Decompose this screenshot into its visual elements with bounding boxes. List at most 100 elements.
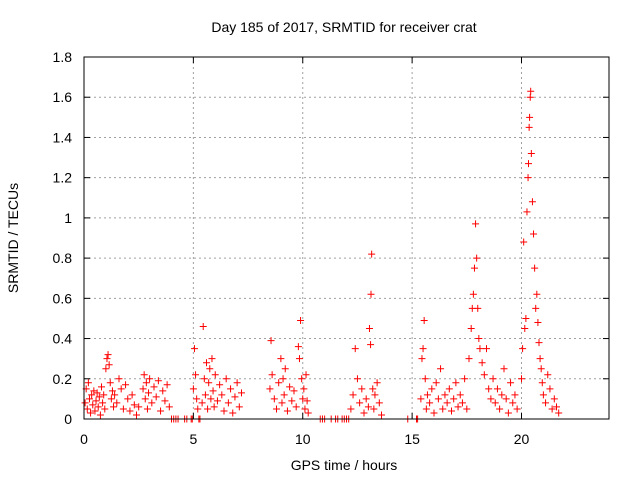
data-point (103, 355, 111, 363)
data-point (373, 379, 381, 387)
data-point (130, 401, 138, 409)
data-point (199, 322, 207, 330)
data-point (378, 411, 385, 419)
data-point (83, 405, 91, 413)
y-tick-label: 1 (64, 210, 72, 226)
data-point (351, 345, 359, 353)
data-point (81, 399, 89, 407)
data-point (443, 399, 451, 407)
y-tick-label: 1.2 (53, 170, 73, 186)
data-point (303, 397, 311, 405)
data-point (472, 220, 480, 228)
data-point (536, 355, 544, 363)
data-point (218, 391, 226, 399)
data-point (475, 335, 483, 343)
data-point (96, 411, 104, 419)
data-point (300, 385, 308, 393)
data-point (525, 160, 532, 168)
data-point (356, 399, 364, 407)
data-point (94, 403, 102, 411)
data-point (463, 405, 471, 413)
data-point (522, 314, 530, 322)
data-point (523, 208, 531, 216)
data-point (209, 387, 217, 395)
data-point (500, 365, 508, 373)
data-point (539, 391, 547, 399)
data-point (538, 379, 546, 387)
x-tick-labels: 0 5 10 15 20 (80, 431, 529, 447)
data-point (98, 383, 105, 391)
data-point (530, 230, 538, 238)
data-point (190, 345, 198, 353)
data-point (142, 379, 150, 387)
data-point (110, 403, 118, 411)
data-point (161, 397, 169, 405)
data-point (524, 174, 532, 182)
data-point (91, 407, 99, 415)
data-point (139, 385, 147, 393)
y-axis-label: SRMTID / TECUs (5, 183, 21, 293)
data-point (369, 385, 377, 393)
data-point (84, 379, 92, 387)
data-point (502, 395, 510, 403)
data-point (297, 316, 305, 324)
data-point (498, 391, 506, 399)
x-tick-label: 0 (80, 431, 88, 447)
data-point (140, 371, 148, 379)
data-point (371, 391, 379, 399)
data-point (302, 371, 310, 379)
data-point (362, 395, 370, 403)
data-point (198, 399, 206, 407)
data-point (286, 383, 294, 391)
data-point (461, 375, 469, 383)
data-point (111, 391, 119, 399)
data-point (119, 405, 127, 413)
data-point (519, 345, 527, 353)
data-points (81, 87, 563, 423)
data-point (537, 365, 545, 373)
data-point (235, 403, 243, 411)
y-tick-label: 1.6 (53, 89, 73, 105)
data-point (189, 385, 197, 393)
data-point (277, 355, 285, 363)
data-point (224, 399, 232, 407)
data-point (279, 375, 287, 383)
data-point (456, 391, 464, 399)
data-point (439, 405, 447, 413)
data-point (535, 339, 543, 347)
data-point (527, 87, 535, 95)
data-point (85, 395, 93, 403)
data-point (454, 403, 462, 411)
chart-title: Day 185 of 2017, SRMTID for receiver cra… (211, 19, 476, 35)
data-point (117, 385, 125, 393)
data-point (525, 123, 533, 131)
data-point (375, 399, 383, 407)
data-point (295, 355, 303, 363)
data-point (222, 375, 230, 383)
data-point (266, 385, 274, 393)
data-point (104, 351, 112, 359)
data-point (483, 345, 490, 353)
data-point (154, 377, 162, 385)
data-point (231, 393, 239, 401)
data-point (520, 238, 528, 246)
data-point (491, 399, 499, 407)
data-point (533, 290, 541, 298)
data-point (87, 409, 95, 417)
data-point (474, 304, 482, 312)
data-point (194, 405, 202, 413)
data-point (521, 325, 529, 332)
data-point (106, 379, 114, 387)
data-point (102, 365, 110, 373)
data-point (301, 405, 309, 413)
data-point (270, 395, 278, 403)
data-point (469, 290, 477, 298)
data-point (192, 371, 200, 379)
data-point (211, 371, 219, 379)
y-tick-label: 1.4 (53, 129, 73, 145)
x-tick-label: 5 (189, 431, 197, 447)
data-point (421, 375, 429, 383)
data-point (290, 387, 298, 395)
data-point (445, 385, 453, 393)
data-point (205, 379, 213, 387)
